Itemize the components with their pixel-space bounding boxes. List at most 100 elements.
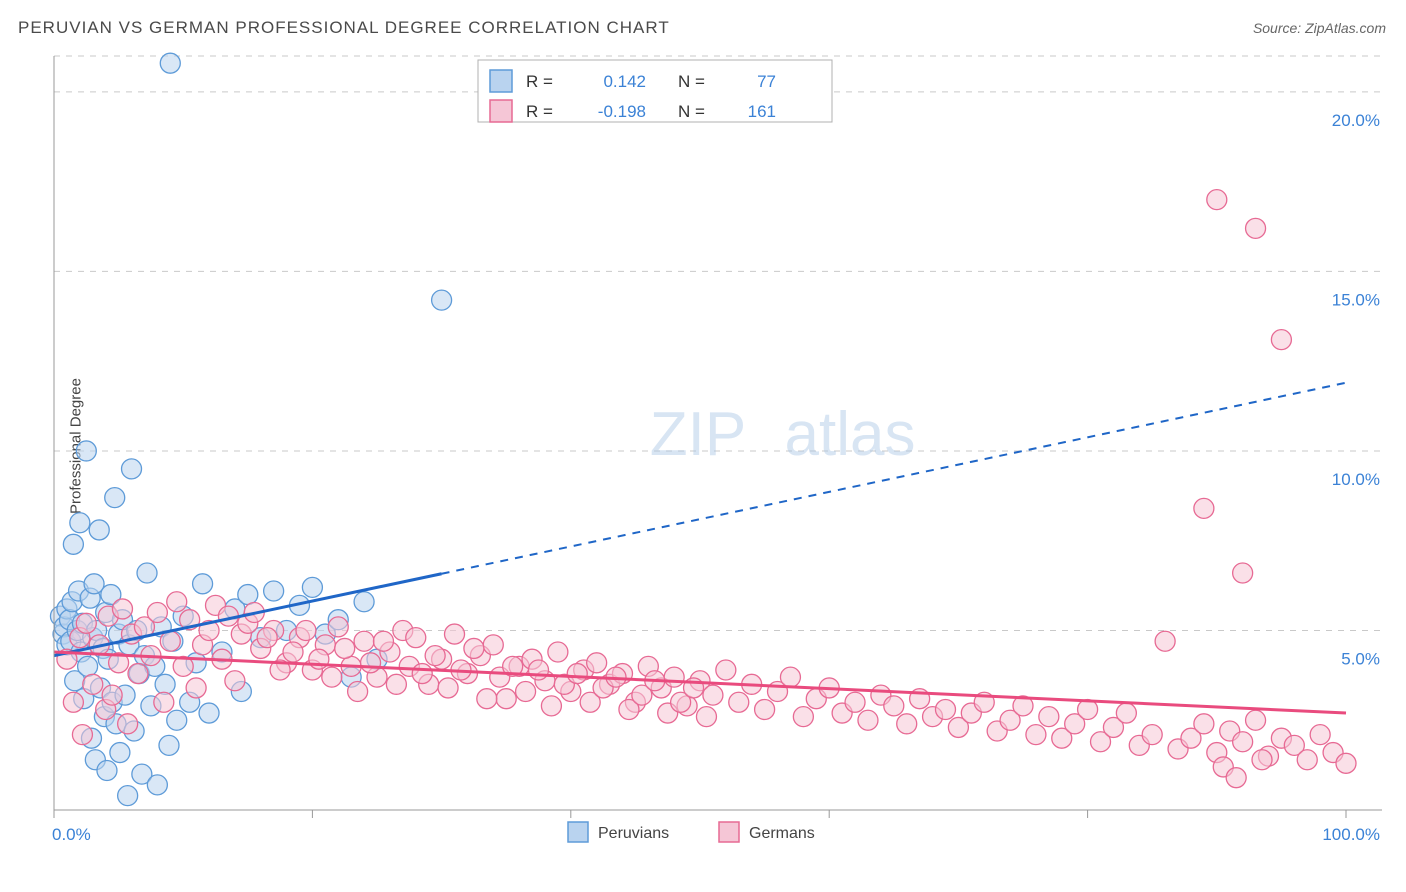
scatter-point (354, 592, 374, 612)
scatter-point (137, 563, 157, 583)
scatter-point (154, 692, 174, 712)
legend-series-label: Germans (749, 825, 815, 842)
legend-r-value: 0.142 (603, 72, 646, 91)
y-tick-label: 5.0% (1341, 649, 1380, 668)
scatter-point (496, 689, 516, 709)
scatter-point (354, 631, 374, 651)
scatter-point (587, 653, 607, 673)
scatter-point (1252, 750, 1272, 770)
scatter-point (63, 692, 83, 712)
legend-n-label: N = (678, 102, 705, 121)
scatter-point (1116, 703, 1136, 723)
scatter-point (567, 664, 587, 684)
scatter-point (897, 714, 917, 734)
legend-r-label: R = (526, 102, 553, 121)
scatter-point (935, 699, 955, 719)
scatter-point (703, 685, 723, 705)
scatter-point (884, 696, 904, 716)
scatter-point (664, 667, 684, 687)
chart-title: PERUVIAN VS GERMAN PROFESSIONAL DEGREE C… (18, 18, 670, 38)
scatter-point (97, 761, 117, 781)
scatter-point (147, 603, 167, 623)
scatter-point (412, 664, 432, 684)
scatter-point (70, 513, 90, 533)
scatter-point (386, 674, 406, 694)
scatter-point (780, 667, 800, 687)
trend-line-solid (54, 652, 1346, 713)
scatter-point (755, 699, 775, 719)
scatter-point (373, 631, 393, 651)
scatter-point (159, 735, 179, 755)
y-tick-label: 10.0% (1332, 470, 1380, 489)
scatter-point (845, 692, 865, 712)
scatter-point (1194, 498, 1214, 518)
scatter-point (76, 613, 96, 633)
scatter-point (1246, 218, 1266, 238)
scatter-point (322, 667, 342, 687)
legend-r-label: R = (526, 72, 553, 91)
x-tick-label: 0.0% (52, 825, 91, 844)
watermark-text: ZIP (650, 400, 746, 469)
scatter-point (238, 585, 258, 605)
scatter-point (1226, 768, 1246, 788)
scatter-point (541, 696, 561, 716)
scatter-point (147, 775, 167, 795)
scatter-point (438, 678, 458, 698)
legend-n-label: N = (678, 72, 705, 91)
scatter-point (199, 703, 219, 723)
scatter-point (1336, 753, 1356, 773)
scatter-point (122, 459, 142, 479)
scatter-point (432, 290, 452, 310)
scatter-point (89, 520, 109, 540)
scatter-chart: ZIPatlas0.0%100.0%5.0%10.0%15.0%20.0%R =… (48, 50, 1388, 850)
scatter-point (1246, 710, 1266, 730)
scatter-point (283, 642, 303, 662)
scatter-point (335, 638, 355, 658)
scatter-point (328, 617, 348, 637)
scatter-point (477, 689, 497, 709)
scatter-point (264, 581, 284, 601)
scatter-point (78, 656, 98, 676)
scatter-point (76, 441, 96, 461)
scatter-point (361, 653, 381, 673)
scatter-point (102, 685, 122, 705)
scatter-point (1194, 714, 1214, 734)
scatter-point (464, 638, 484, 658)
scatter-point (348, 682, 368, 702)
scatter-point (118, 714, 138, 734)
scatter-point (83, 674, 103, 694)
scatter-point (1142, 725, 1162, 745)
scatter-point (1233, 563, 1253, 583)
scatter-point (1207, 190, 1227, 210)
scatter-point (167, 710, 187, 730)
scatter-point (72, 725, 92, 745)
scatter-point (1271, 330, 1291, 350)
scatter-point (302, 577, 322, 597)
scatter-point (425, 646, 445, 666)
scatter-point (729, 692, 749, 712)
scatter-point (105, 488, 125, 508)
y-tick-label: 20.0% (1332, 111, 1380, 130)
scatter-point (128, 664, 148, 684)
legend-n-value: 161 (748, 102, 776, 121)
scatter-point (160, 631, 180, 651)
scatter-point (257, 628, 277, 648)
legend-series-label: Peruvians (598, 825, 669, 842)
scatter-point (858, 710, 878, 730)
legend-swatch (490, 100, 512, 122)
scatter-point (516, 682, 536, 702)
plot-area: ZIPatlas0.0%100.0%5.0%10.0%15.0%20.0%R =… (48, 50, 1388, 850)
scatter-point (1310, 725, 1330, 745)
scatter-point (63, 534, 83, 554)
legend-n-value: 77 (757, 72, 776, 91)
source-link[interactable]: ZipAtlas.com (1305, 20, 1386, 36)
scatter-point (110, 743, 130, 763)
scatter-point (1155, 631, 1175, 651)
scatter-point (118, 786, 138, 806)
scatter-point (1026, 725, 1046, 745)
scatter-point (296, 620, 316, 640)
legend-swatch (719, 822, 739, 842)
scatter-point (548, 642, 568, 662)
scatter-point (483, 635, 503, 655)
scatter-point (696, 707, 716, 727)
